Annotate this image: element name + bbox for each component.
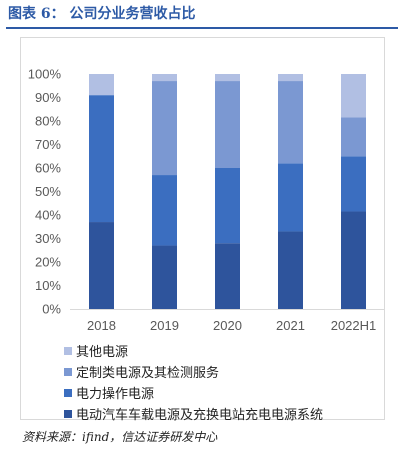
bar-segment <box>215 81 240 168</box>
bar-segment <box>89 74 114 96</box>
legend-item: 其他电源 <box>64 340 384 361</box>
bar-segment <box>215 243 240 309</box>
y-tick-label: 40% <box>35 208 61 223</box>
legend-label: 电动汽车车载电源及充换电站充电电源系统 <box>76 408 324 423</box>
bars <box>89 74 366 309</box>
stacked-bar-chart: 0%10%20%30%40%50%60%70%80%90%100% 2018 20… <box>28 67 385 333</box>
y-axis: 0% 10% 20% 30% 40% 50% 60% 70% 80% 90% 100% <box>28 67 62 317</box>
x-tick-label: 2022H1 <box>331 318 377 333</box>
y-tick-label: 20% <box>35 255 61 270</box>
legend-item: 定制类电源及其检测服务 <box>64 361 384 382</box>
source-note: 资料来源：ifind，信达证券研发中心 <box>22 430 218 444</box>
legend-label: 电力操作电源 <box>76 387 155 402</box>
bar-segment <box>341 117 366 157</box>
y-tick-label: 80% <box>35 114 61 129</box>
legend-swatch <box>64 388 72 397</box>
legend-item: 电力操作电源 <box>64 382 384 403</box>
bar-segment <box>341 211 366 309</box>
bar-segment <box>278 163 303 232</box>
x-tick-label: 2019 <box>150 318 179 333</box>
bar-segment <box>152 74 177 82</box>
bar-segment <box>341 156 366 212</box>
bar-segment <box>89 95 114 223</box>
y-tick-label: 90% <box>35 90 61 105</box>
x-axis: 2018 2019 2020 2021 2022H1 <box>70 309 385 333</box>
legend-label: 定制类电源及其检测服务 <box>76 366 220 381</box>
bar-segment <box>89 222 114 309</box>
legend-swatch <box>64 367 72 376</box>
bar-segment <box>215 74 240 82</box>
legend-label: 其他电源 <box>76 345 129 360</box>
legend-item: 电动汽车车载电源及充换电站充电电源系统 <box>64 403 384 424</box>
y-tick-label: 0% <box>42 302 61 317</box>
bar-segment <box>152 245 177 309</box>
bar-segment <box>278 231 303 309</box>
chart-frame <box>20 37 385 420</box>
y-tick-label: 10% <box>35 278 61 293</box>
legend: 其他电源定制类电源及其检测服务 电力操作电源电动汽车车载电源及充换电站充电电源系统 <box>64 340 384 424</box>
y-tick-label: 50% <box>35 184 61 199</box>
x-tick-label: 2020 <box>213 318 242 333</box>
bar-segment <box>152 81 177 176</box>
bar-segment <box>215 168 240 244</box>
legend-swatch <box>64 346 72 355</box>
bar-segment <box>152 175 177 246</box>
legend-swatch <box>64 409 72 418</box>
x-tick-label: 2018 <box>87 318 116 333</box>
y-tick-label: 100% <box>28 67 62 82</box>
y-tick-label: 30% <box>35 231 61 246</box>
x-tick-label: 2021 <box>276 318 305 333</box>
y-tick-label: 70% <box>35 137 61 152</box>
y-tick-label: 60% <box>35 161 61 176</box>
bar-segment <box>341 74 366 118</box>
bar-segment <box>278 81 303 164</box>
bar-segment <box>278 74 303 82</box>
figure-title: 图表 6： 公司分业务营收占比 <box>6 3 398 29</box>
